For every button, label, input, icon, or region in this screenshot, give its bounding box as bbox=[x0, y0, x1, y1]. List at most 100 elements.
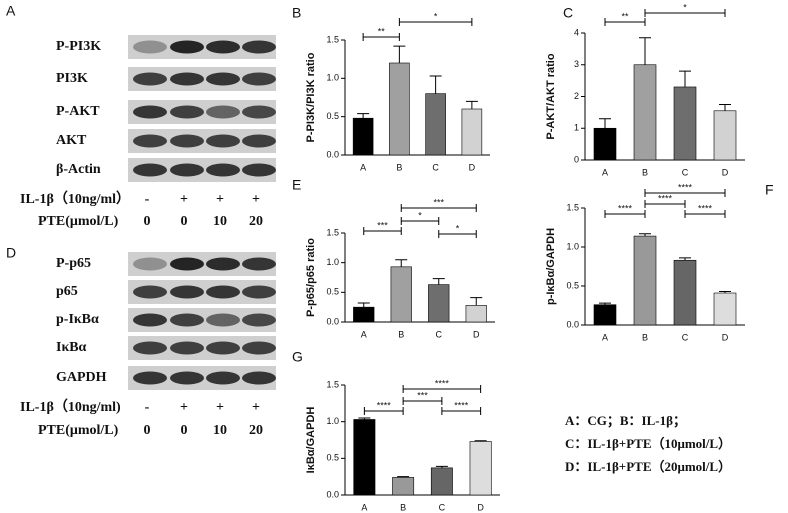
error-bar bbox=[393, 45, 406, 63]
x-tick-label: B bbox=[400, 502, 406, 512]
blot-band bbox=[133, 257, 167, 271]
y-tick-label: 1.5 bbox=[566, 202, 579, 212]
blot-band bbox=[133, 72, 167, 86]
y-tick-label: 0 bbox=[574, 154, 579, 164]
significance-bracket bbox=[684, 210, 726, 218]
y-axis-label: P-PI3K/PI3K ratio bbox=[305, 52, 317, 142]
blot-band bbox=[133, 163, 167, 177]
bar bbox=[593, 304, 617, 326]
blot-band bbox=[206, 313, 240, 327]
error-bar bbox=[465, 100, 478, 109]
bar bbox=[430, 467, 453, 496]
bar bbox=[673, 86, 697, 161]
bar bbox=[713, 110, 737, 161]
protein-label: P-AKT bbox=[56, 104, 100, 119]
significance-label: *** bbox=[433, 197, 444, 207]
y-tick-label: 1 bbox=[574, 123, 579, 133]
y-tick-label: 1.0 bbox=[326, 416, 339, 426]
significance-label: *** bbox=[417, 390, 428, 400]
error-bar bbox=[357, 302, 370, 308]
panel-letter: F bbox=[765, 182, 774, 198]
significance-bracket bbox=[604, 210, 646, 218]
blot-band bbox=[170, 341, 204, 355]
blot-band bbox=[170, 40, 204, 54]
protein-label: IκBα bbox=[56, 340, 87, 355]
error-bar bbox=[357, 113, 370, 119]
treatment-level: + bbox=[252, 400, 260, 415]
blot-band bbox=[242, 72, 276, 86]
legend-text: C：IL-1β+PTE（10μmol/L） bbox=[565, 436, 731, 451]
blot-band bbox=[206, 40, 240, 54]
significance-label: **** bbox=[618, 203, 633, 213]
x-tick-label: B bbox=[396, 162, 402, 172]
treatment-level: 20 bbox=[249, 423, 263, 438]
blot-band bbox=[242, 40, 276, 54]
y-tick-label: 0.0 bbox=[326, 316, 339, 326]
protein-label: GAPDH bbox=[56, 370, 107, 385]
y-tick-label: 1.0 bbox=[326, 73, 339, 83]
treatment-label: IL-1β（10ng/ml） bbox=[20, 191, 130, 207]
bar bbox=[425, 93, 446, 156]
y-axis-label: IκBα/GAPDH bbox=[305, 407, 317, 474]
legend-text: A：CG；B：IL-1β； bbox=[565, 413, 686, 429]
significance-label: ** bbox=[378, 26, 386, 36]
error-bar bbox=[432, 278, 445, 285]
protein-label: P-PI3K bbox=[56, 39, 101, 54]
significance-bracket bbox=[402, 385, 482, 393]
blot-band bbox=[242, 257, 276, 271]
treatment-level: 0 bbox=[181, 423, 188, 438]
blot-band bbox=[206, 341, 240, 355]
treatment-level: 0 bbox=[144, 214, 151, 229]
error-bar bbox=[429, 75, 442, 94]
blot-band bbox=[170, 72, 204, 86]
significance-label: * bbox=[683, 2, 687, 12]
x-tick-label: C bbox=[439, 502, 446, 512]
protein-label: p-IκBα bbox=[56, 312, 99, 327]
blot-band bbox=[170, 257, 204, 271]
blot-band bbox=[133, 371, 167, 385]
panel-letter: E bbox=[292, 177, 301, 193]
blot-band bbox=[206, 257, 240, 271]
y-tick-label: 1.5 bbox=[326, 379, 339, 389]
bar bbox=[353, 419, 376, 496]
blot-band bbox=[206, 134, 240, 148]
error-bar bbox=[397, 476, 410, 478]
x-tick-label: C bbox=[436, 329, 443, 339]
y-tick-label: 0.5 bbox=[566, 280, 579, 290]
blot-band bbox=[170, 105, 204, 119]
x-tick-label: A bbox=[602, 167, 608, 177]
significance-label: **** bbox=[435, 378, 450, 388]
bar bbox=[352, 117, 374, 156]
x-tick-label: D bbox=[473, 329, 480, 339]
y-tick-label: 0.0 bbox=[326, 489, 339, 499]
error-bar bbox=[474, 440, 487, 442]
x-tick-label: B bbox=[642, 332, 648, 342]
treatment-level: + bbox=[216, 400, 224, 415]
blot-band bbox=[170, 134, 204, 148]
treatment-level: 20 bbox=[249, 214, 263, 229]
y-tick-label: 0.5 bbox=[326, 453, 339, 463]
error-bar bbox=[358, 417, 371, 420]
blot-band bbox=[206, 105, 240, 119]
blot-band bbox=[133, 40, 167, 54]
blot-band bbox=[170, 285, 204, 299]
error-bar bbox=[719, 103, 731, 111]
bar bbox=[392, 477, 415, 496]
significance-bracket bbox=[400, 217, 440, 225]
significance-bracket bbox=[644, 9, 726, 17]
blot-band bbox=[242, 105, 276, 119]
significance-label: * bbox=[434, 11, 438, 21]
significance-bracket bbox=[438, 230, 477, 238]
protein-label: AKT bbox=[56, 133, 87, 148]
blot-band bbox=[242, 313, 276, 327]
significance-bracket bbox=[441, 407, 482, 415]
significance-bracket bbox=[604, 18, 646, 26]
x-tick-label: A bbox=[361, 329, 367, 339]
significance-label: *** bbox=[377, 220, 388, 230]
treatment-level: 0 bbox=[181, 214, 188, 229]
protein-label: β-Actin bbox=[56, 162, 101, 177]
bar bbox=[633, 64, 657, 161]
treatment-level: 10 bbox=[213, 214, 227, 229]
blot-band bbox=[133, 313, 167, 327]
